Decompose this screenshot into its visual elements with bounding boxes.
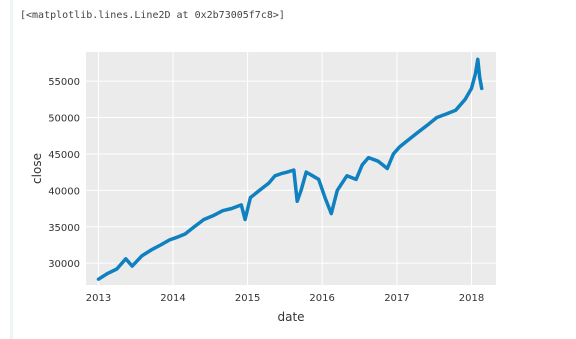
data-point <box>377 160 379 162</box>
data-point <box>455 109 457 111</box>
data-point <box>141 255 143 257</box>
y-tick-label: 35000 <box>48 223 80 234</box>
data-point <box>336 189 338 191</box>
data-point <box>212 215 214 217</box>
x-tick-label: 2017 <box>384 293 409 304</box>
data-point <box>318 178 320 180</box>
data-point <box>474 73 476 75</box>
data-point <box>175 237 177 239</box>
x-tick-label: 2015 <box>235 293 260 304</box>
cell-gutter <box>10 0 13 339</box>
data-point <box>417 131 419 133</box>
data-point <box>386 168 388 169</box>
series-layer <box>96 57 484 281</box>
data-point <box>150 249 152 251</box>
plot-area <box>86 52 496 285</box>
grid-lines <box>86 52 496 285</box>
data-point <box>240 204 242 206</box>
y-tick-label: 55000 <box>48 77 80 88</box>
data-point <box>268 182 270 184</box>
data-point <box>169 239 171 241</box>
data-point <box>346 175 348 177</box>
data-point <box>392 153 394 155</box>
data-point <box>259 189 261 191</box>
data-point <box>361 164 363 166</box>
data-point <box>477 58 479 60</box>
data-point <box>280 173 282 175</box>
y-tick-label: 50000 <box>48 114 80 125</box>
data-point <box>479 77 481 78</box>
data-point <box>464 98 466 100</box>
data-point <box>471 87 472 89</box>
data-point <box>330 213 332 215</box>
data-point <box>324 197 326 199</box>
data-point <box>399 146 401 148</box>
data-point <box>184 233 186 235</box>
data-point <box>293 169 295 171</box>
data-point <box>296 200 298 202</box>
y-tick-label: 30000 <box>48 259 80 270</box>
data-point <box>193 226 195 228</box>
data-point <box>368 157 369 159</box>
data-point <box>274 175 276 177</box>
data-point <box>231 208 233 209</box>
x-tick-label: 2013 <box>86 293 111 304</box>
data-point <box>355 178 357 180</box>
data-point <box>244 219 246 220</box>
x-tick-label: 2014 <box>160 293 185 304</box>
data-point <box>446 113 448 115</box>
x-axis-ticks: 2013 2014 2015 2016 2017 2018 <box>86 293 484 304</box>
data-point <box>305 171 307 173</box>
data-point <box>98 278 99 280</box>
data-point <box>107 272 109 274</box>
y-tick-label: 45000 <box>48 150 80 161</box>
data-point <box>116 268 118 270</box>
data-point <box>300 189 302 191</box>
data-point <box>408 138 410 140</box>
data-point <box>312 175 314 177</box>
data-point <box>131 265 133 267</box>
y-axis-label: close <box>30 153 44 184</box>
data-point <box>427 124 429 126</box>
data-point <box>286 171 288 173</box>
x-axis-label: date <box>277 310 304 324</box>
y-axis-ticks: 30000 35000 40000 45000 50000 55000 <box>48 77 80 270</box>
y-tick-label: 40000 <box>48 186 80 197</box>
data-point <box>222 210 224 212</box>
data-point <box>160 244 162 246</box>
x-tick-label: 2018 <box>459 293 484 304</box>
data-point <box>203 219 205 220</box>
data-point <box>249 197 251 199</box>
cell-output-repr: [<matplotlib.lines.Line2D at 0x2b73005f7… <box>20 10 285 21</box>
data-point <box>125 258 127 260</box>
x-tick-label: 2016 <box>309 293 334 304</box>
data-point <box>481 87 483 89</box>
data-point <box>436 117 438 118</box>
